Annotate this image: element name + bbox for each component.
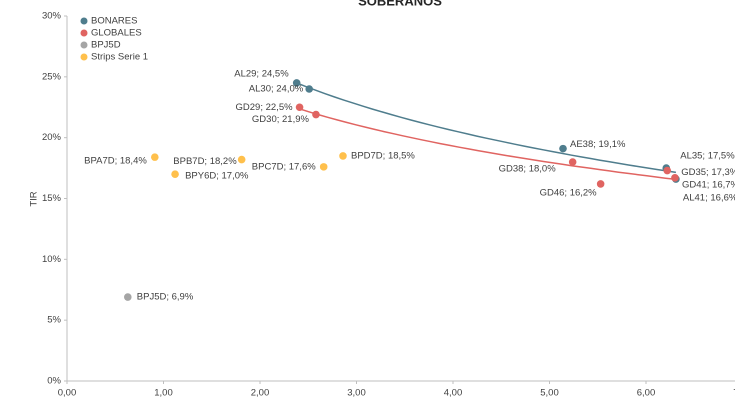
point-label: GD41; 16,7% bbox=[682, 179, 735, 190]
y-tick-label: 5% bbox=[47, 315, 61, 326]
y-tick-label: 20% bbox=[42, 132, 62, 143]
legend-marker bbox=[80, 53, 88, 61]
legend-marker bbox=[80, 17, 88, 25]
point-label: GD38; 18,0% bbox=[499, 164, 557, 175]
x-tick-label: 4,00 bbox=[444, 388, 463, 399]
legend-label: BPJ5D bbox=[91, 40, 121, 51]
x-tick-label: 1,00 bbox=[154, 388, 173, 399]
x-tick-label: 7,00 bbox=[733, 388, 735, 399]
point bbox=[292, 79, 301, 87]
point bbox=[596, 180, 605, 188]
point bbox=[295, 103, 304, 112]
legend-marker bbox=[80, 29, 88, 37]
point-label: GD46; 16,2% bbox=[540, 187, 598, 198]
x-tick-label: 3,00 bbox=[347, 388, 366, 399]
point bbox=[151, 153, 159, 161]
point bbox=[171, 170, 179, 178]
legend-label: GLOBALES bbox=[91, 28, 142, 39]
point-label: GD35; 17,3% bbox=[681, 167, 735, 178]
point-label: GD30; 21,9% bbox=[252, 114, 310, 125]
trendline bbox=[296, 82, 677, 174]
x-tick-label: 6,00 bbox=[637, 388, 656, 399]
y-tick-label: 25% bbox=[42, 71, 62, 82]
trendline bbox=[299, 108, 676, 181]
point-label: BPA7D; 18,4% bbox=[84, 156, 147, 167]
chart-title: SOBERANOS bbox=[358, 0, 442, 8]
y-axis-label: TIR bbox=[29, 191, 40, 206]
y-tick-label: 30% bbox=[42, 11, 62, 22]
point-label: BPY6D; 17,0% bbox=[185, 171, 249, 182]
point-label: AL29; 24,5% bbox=[234, 68, 289, 79]
point bbox=[305, 85, 314, 93]
y-tick-label: 10% bbox=[42, 254, 62, 265]
x-tick-label: 2,00 bbox=[251, 388, 270, 399]
legend-label: BONARES bbox=[91, 16, 137, 27]
x-tick-label: 0,00 bbox=[58, 388, 77, 399]
point bbox=[663, 166, 672, 175]
point bbox=[312, 110, 320, 119]
x-tick-label: 5,00 bbox=[540, 388, 559, 399]
point-label: AL41; 16,6% bbox=[683, 193, 735, 204]
y-tick-label: 0% bbox=[47, 376, 61, 387]
point-label: BPD7D; 18,5% bbox=[351, 150, 415, 161]
point bbox=[671, 174, 679, 182]
point bbox=[339, 152, 347, 160]
point-label: GD29; 22,5% bbox=[236, 102, 294, 113]
legend-marker bbox=[80, 41, 88, 49]
point bbox=[559, 144, 567, 153]
legend-label: Strips Serie 1 bbox=[91, 52, 148, 63]
y-tick-label: 15% bbox=[42, 193, 62, 204]
point bbox=[237, 155, 246, 164]
point bbox=[319, 163, 328, 171]
point-label: BPB7D; 18,2% bbox=[173, 156, 237, 167]
point bbox=[568, 158, 577, 166]
point-label: BPC7D; 17,6% bbox=[252, 161, 316, 172]
point-label: AE38; 19,1% bbox=[570, 139, 626, 150]
point-label: AL30; 24,0% bbox=[249, 84, 304, 95]
point-label: BPJ5D; 6,9% bbox=[137, 292, 194, 303]
point bbox=[123, 293, 132, 301]
point-label: AL35; 17,5% bbox=[680, 151, 735, 162]
